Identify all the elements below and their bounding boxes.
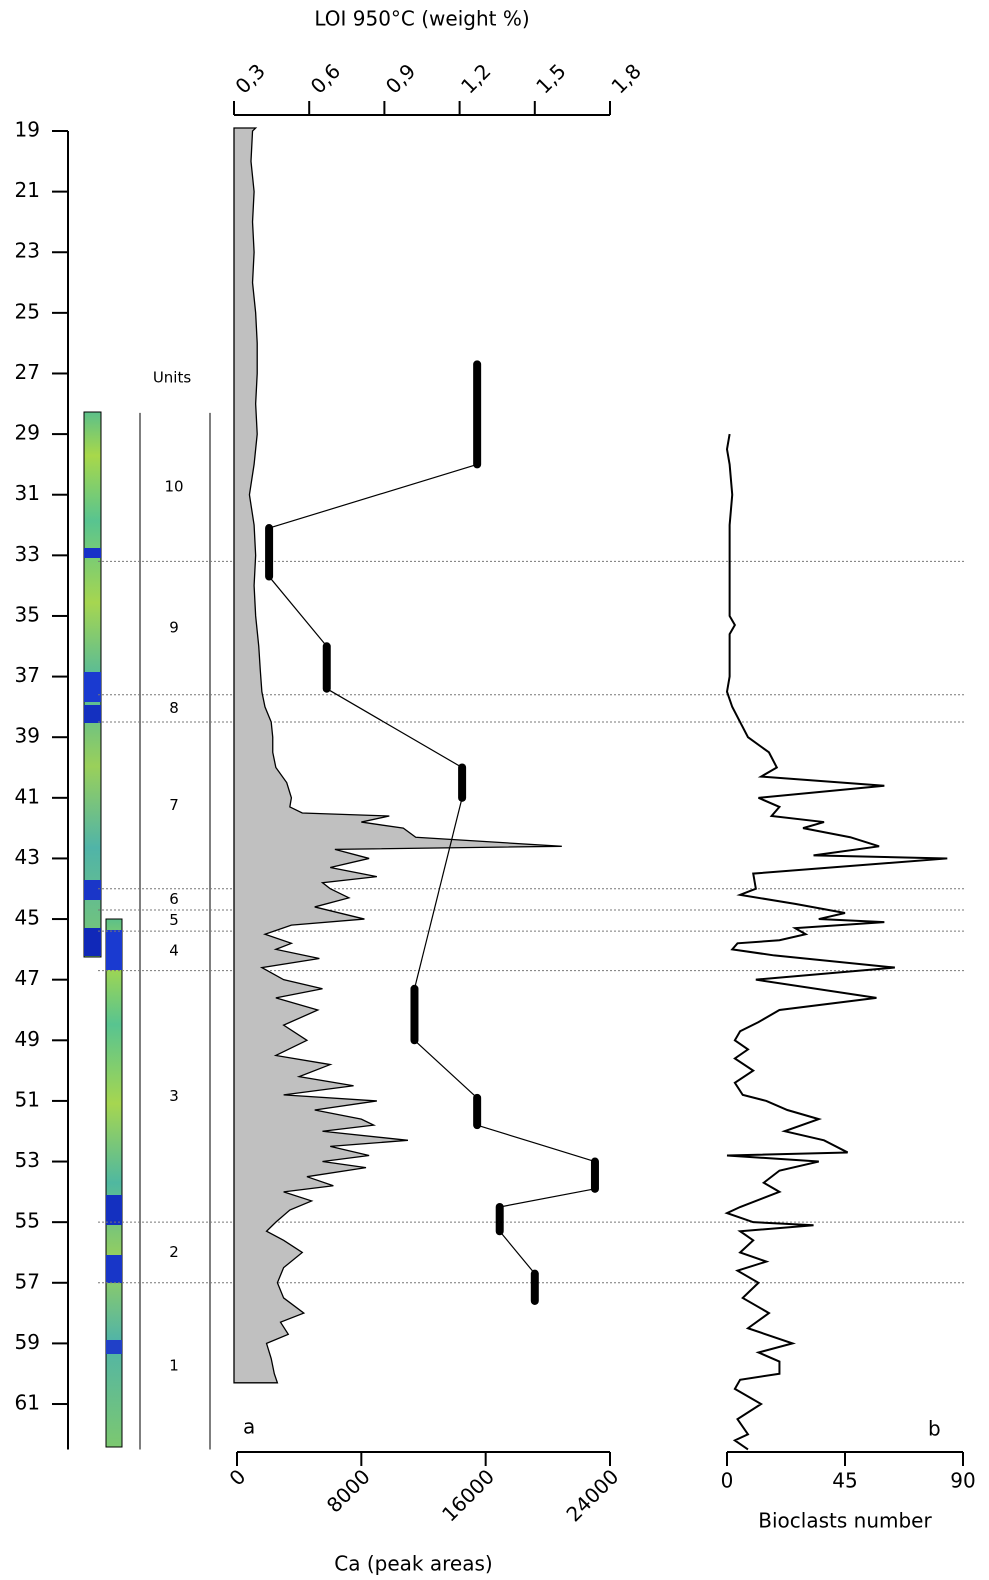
- y-tick-label: 29: [15, 421, 40, 445]
- unit-label: 9: [169, 619, 179, 637]
- unit-label: 10: [164, 478, 183, 496]
- x-tick-label: 1,5: [531, 59, 570, 98]
- chart: 1921232527293133353739414345474951535557…: [0, 0, 989, 1580]
- unit-label: 2: [169, 1243, 179, 1261]
- core-band: [84, 672, 101, 702]
- y-tick-label: 51: [15, 1087, 40, 1111]
- y-tick-label: 55: [15, 1209, 40, 1233]
- y-tick-label: 53: [15, 1148, 40, 1172]
- y-tick-label: 31: [15, 481, 40, 505]
- unit-label: 8: [169, 699, 179, 717]
- loi-connector: [500, 1189, 595, 1207]
- x-tick-label: 16000: [437, 1464, 499, 1526]
- core-band: [106, 1195, 122, 1225]
- y-tick-label: 37: [15, 663, 40, 687]
- x-tick-label: 8000: [322, 1464, 375, 1517]
- x-tick-label: 1,2: [456, 59, 495, 98]
- core-band: [106, 930, 122, 970]
- y-tick-label: 35: [15, 602, 40, 626]
- y-tick-label: 33: [15, 542, 40, 566]
- loi-connector: [327, 689, 462, 768]
- core-band: [106, 1255, 122, 1283]
- loi-connector: [500, 1231, 535, 1273]
- core-band: [106, 1340, 122, 1354]
- y-tick-label: 61: [15, 1391, 40, 1415]
- unit-label: 5: [169, 911, 179, 929]
- x-axis-title: Ca (peak areas): [334, 1552, 492, 1576]
- panel-label: a: [243, 1415, 255, 1439]
- core-images: [84, 412, 122, 1447]
- panel-label: b: [928, 1417, 941, 1441]
- loi-connector: [477, 1125, 595, 1161]
- y-tick-label: 23: [15, 239, 40, 263]
- y-tick-label: 39: [15, 724, 40, 748]
- loi-connector: [414, 1040, 477, 1098]
- x-tick-label: 0,3: [230, 59, 269, 98]
- loi-connector: [269, 464, 477, 528]
- unit-label: 4: [169, 941, 179, 959]
- x-tick-label: 0: [721, 1469, 734, 1493]
- units-title: Units: [153, 369, 192, 387]
- x-tick-label: 0,9: [381, 59, 420, 98]
- core-image: [106, 919, 122, 1447]
- unit-label: 6: [169, 890, 179, 908]
- ca-area: [234, 128, 562, 1383]
- x-axis-title: Bioclasts number: [758, 1509, 932, 1533]
- y-tick-label: 45: [15, 906, 40, 930]
- unit-label: 3: [169, 1087, 179, 1105]
- y-tick-label: 21: [15, 178, 40, 202]
- y-tick-label: 25: [15, 299, 40, 323]
- x-tick-label: 90: [950, 1469, 975, 1493]
- y-tick-label: 41: [15, 784, 40, 808]
- y-tick-label: 19: [15, 118, 40, 142]
- x-tick-label: 1,8: [606, 59, 645, 98]
- core-band: [84, 880, 101, 900]
- bioclast-line: [727, 434, 947, 1449]
- y-tick-label: 43: [15, 845, 40, 869]
- core-band: [84, 705, 101, 723]
- y-tick-label: 47: [15, 966, 40, 990]
- y-tick-label: 27: [15, 360, 40, 384]
- x-axis-title: LOI 950°C (weight %): [314, 7, 529, 31]
- core-band: [84, 548, 101, 558]
- y-tick-label: 57: [15, 1269, 40, 1293]
- x-tick-label: 0,6: [306, 59, 345, 98]
- y-tick-label: 59: [15, 1330, 40, 1354]
- x-tick-label: 24000: [561, 1464, 623, 1526]
- unit-label: 1: [169, 1357, 179, 1375]
- y-tick-label: 49: [15, 1027, 40, 1051]
- loi-connector: [269, 577, 327, 647]
- loi-connector: [414, 798, 462, 989]
- x-tick-label: 45: [832, 1469, 857, 1493]
- core-band: [84, 928, 101, 956]
- x-tick-label: 0: [224, 1464, 250, 1490]
- unit-label: 7: [169, 796, 179, 814]
